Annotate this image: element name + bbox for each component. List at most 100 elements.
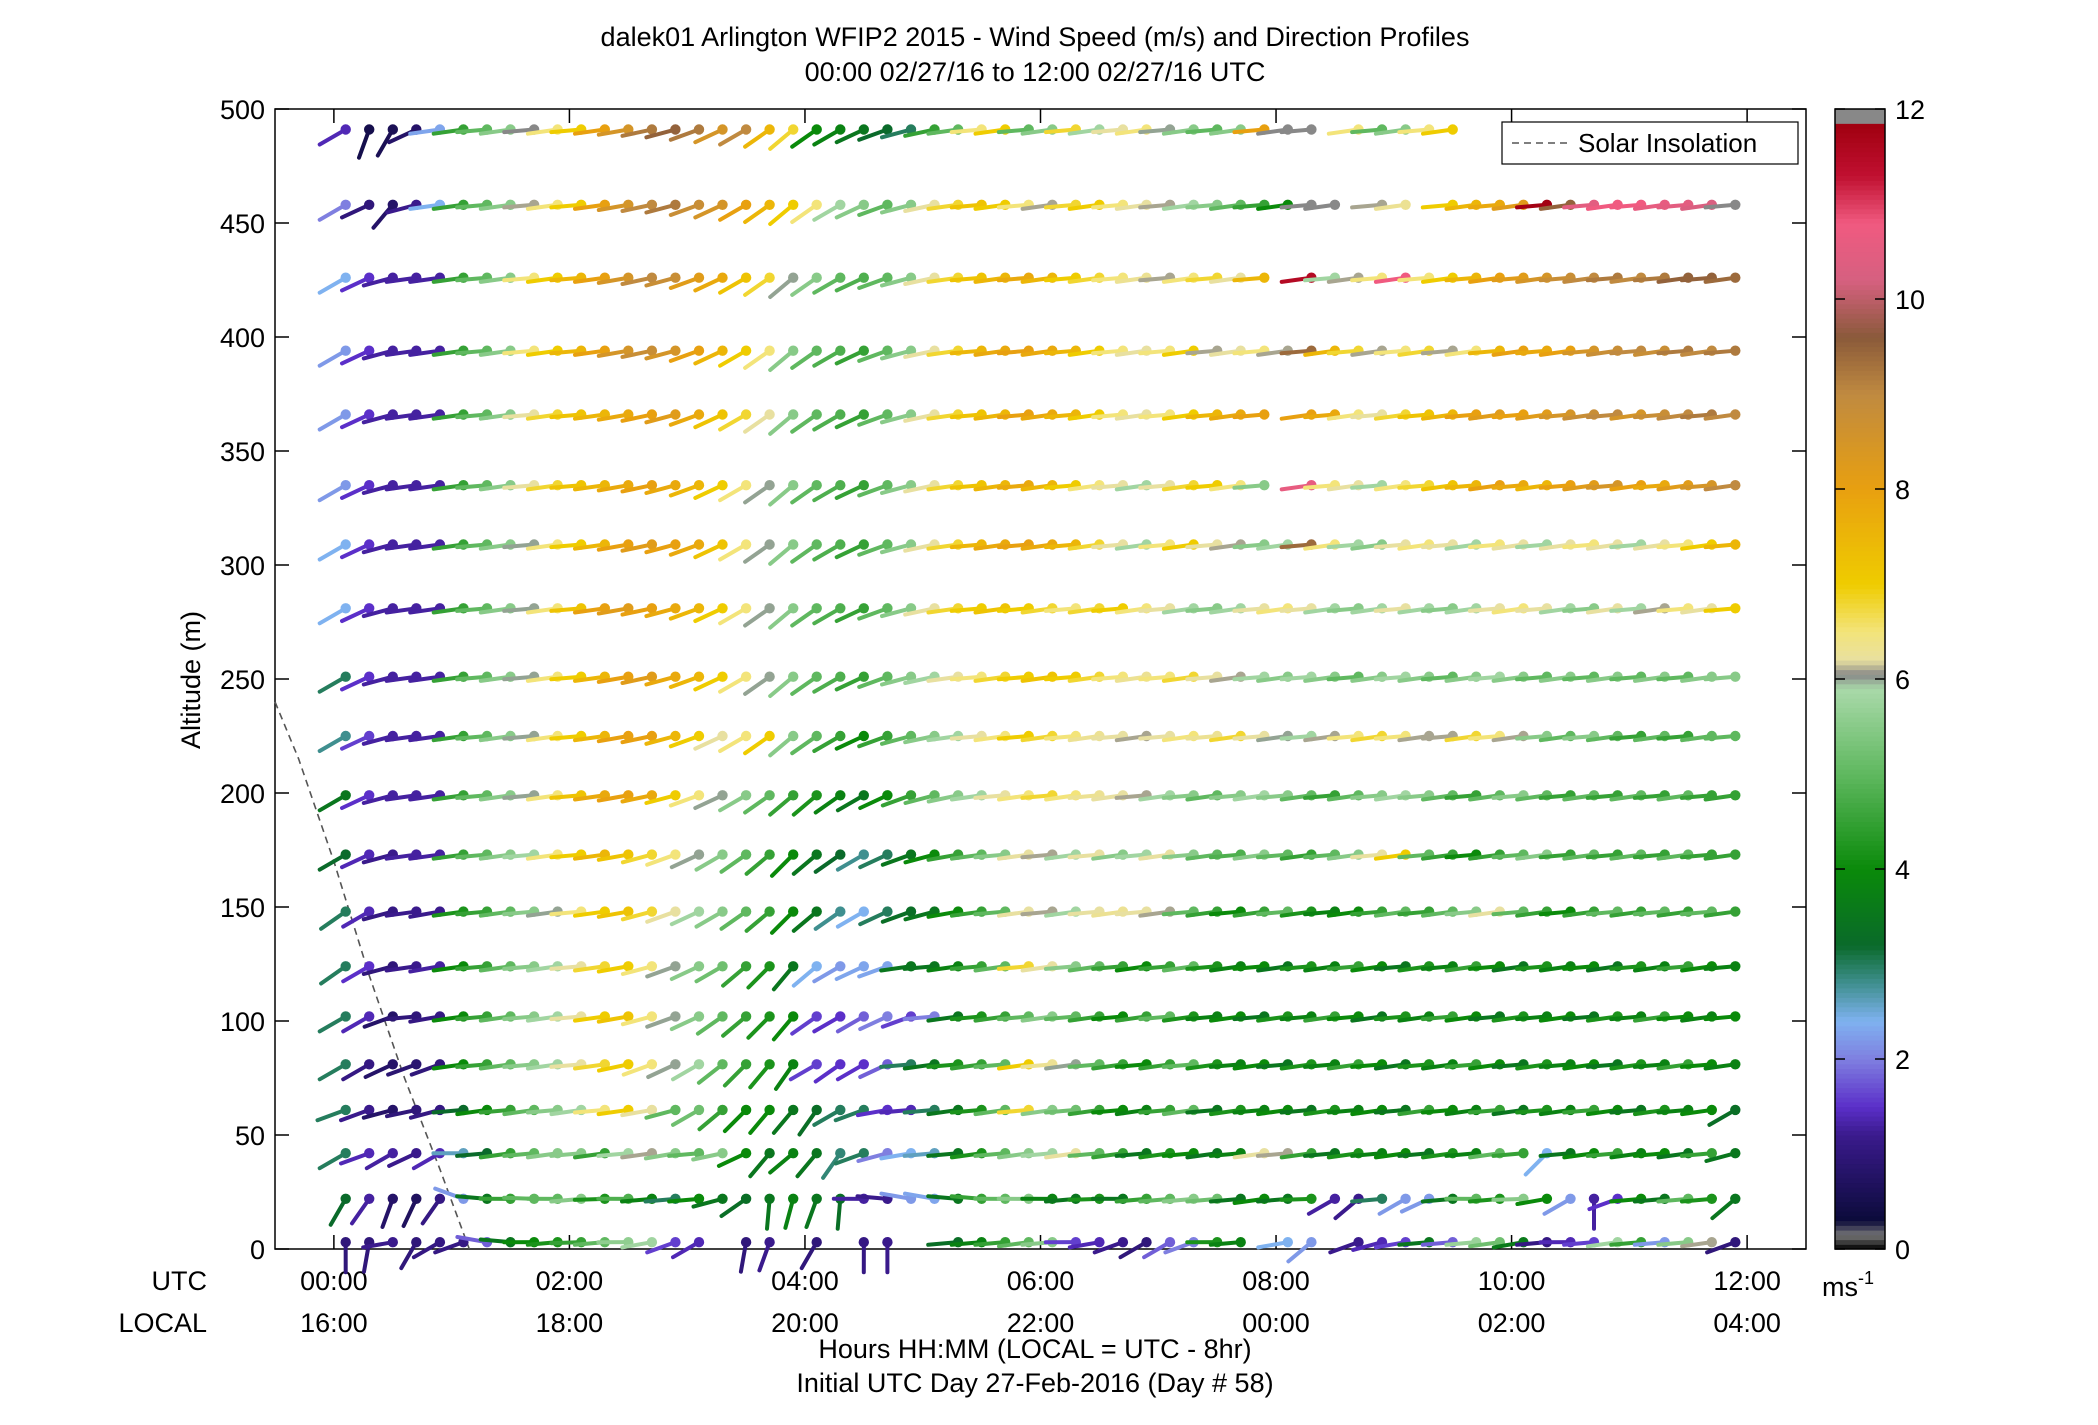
wind-barb [668,480,705,498]
barb-station-dot [788,1148,799,1159]
x-tick-label-local: 04:00 [1713,1308,1781,1338]
colorbar-band [1835,1139,1885,1146]
barb-station-dot [905,849,917,860]
colorbar-band [1835,921,1885,927]
wind-barb [620,790,658,804]
barb-station-dot [1164,1237,1176,1248]
colorbar-band [1835,128,1885,134]
wind-barb [721,1011,752,1038]
barb-station-dot [788,1193,799,1205]
barb-station-dot [340,603,351,614]
wind-barb [744,906,775,933]
colorbar-band [1835,132,1885,139]
colorbar-band [1835,679,1885,685]
wind-barb [771,961,799,992]
wind-barbs [315,124,1741,1275]
solar-insolation-curve [274,701,471,1250]
barb-station-dot [740,1011,752,1022]
barb-station-dot [364,730,375,742]
wind-barb [620,1011,658,1027]
colorbar-band [1835,313,1885,319]
barb-station-dot [882,730,893,742]
wind-barb [719,906,752,931]
wind-barb [774,1059,799,1091]
wind-barb [644,272,681,288]
colorbar-band [1835,859,1885,865]
colorbar-band [1835,218,1885,224]
wind-barb [857,603,893,621]
colorbar-band [1835,736,1885,742]
wind-barb [645,1011,681,1029]
barb-station-dot [364,272,375,283]
wind-barb [362,1237,375,1274]
barb-station-dot [693,1104,705,1116]
colorbar-band [1835,783,1885,789]
barb-station-dot [670,539,681,550]
wind-barb [748,1148,775,1179]
wind-barb [857,730,893,749]
wind-barb [722,1104,752,1134]
colorbar-band [1835,474,1885,481]
wind-barb [718,199,752,222]
barb-station-dot [693,409,705,420]
wind-barb [596,849,634,862]
wind-barb [317,1148,351,1171]
colorbar-band [1835,821,1885,827]
colorbar-band [1835,441,1885,447]
wind-barb [790,1011,822,1036]
barb-station-dot [670,1104,681,1116]
y-tick-label: 200 [220,779,265,809]
wind-barb [1303,199,1341,211]
colorbar-band [1835,246,1885,253]
barb-station-dot [740,409,752,420]
colorbar-band [1835,318,1885,324]
colorbar-band [1835,527,1885,533]
colorbar-band [1835,555,1885,561]
colorbar-band [1835,1068,1885,1074]
wind-barb [644,1104,681,1120]
wind-barb [1703,603,1741,614]
wind-barb [645,849,681,867]
x-tick-label-utc: 00:00 [300,1266,368,1296]
barb-station-dot [764,539,775,550]
local-row-label: LOCAL [118,1308,207,1338]
barb-station-dot [693,124,705,135]
colorbar-band [1835,142,1885,148]
wind-barb [620,603,658,617]
wind-barb [791,849,822,876]
colorbar-band [1835,641,1885,647]
colorbar-band [1835,1220,1885,1226]
wind-barb [743,124,775,149]
barb-station-dot [788,1011,799,1022]
barb-station-dot [646,345,658,356]
barb-station-dot [646,409,658,420]
barb-station-dot [835,1059,846,1070]
wind-barb [340,603,375,623]
barb-station-dot [740,1148,752,1159]
colorbar-band [1835,626,1885,633]
wind-barb [718,539,752,562]
barb-station-dot [1541,1193,1553,1205]
barb-station-dot [858,906,869,917]
wind-barb [339,1104,375,1123]
wind-barb [791,906,822,933]
barb-station-dot [858,1237,869,1248]
wind-barb [768,730,799,758]
colorbar-band [1835,569,1885,576]
colorbar-band [1835,726,1885,732]
wind-barb [361,1237,398,1250]
wind-barb [1542,1193,1576,1216]
axis-ticks [275,108,1806,1250]
colorbar-band [1835,484,1885,490]
colorbar-band [1835,427,1885,433]
colorbar-band [1835,223,1885,229]
wind-barb [1703,671,1741,682]
wind-barb [768,409,799,436]
wind-barb [644,603,681,619]
barb-station-dot [646,906,658,917]
colorbar-band [1835,189,1885,196]
barb-station-dot [1259,480,1270,491]
colorbar-band [1835,645,1885,652]
barb-station-dot [1094,1237,1105,1248]
wind-barb [693,199,728,220]
